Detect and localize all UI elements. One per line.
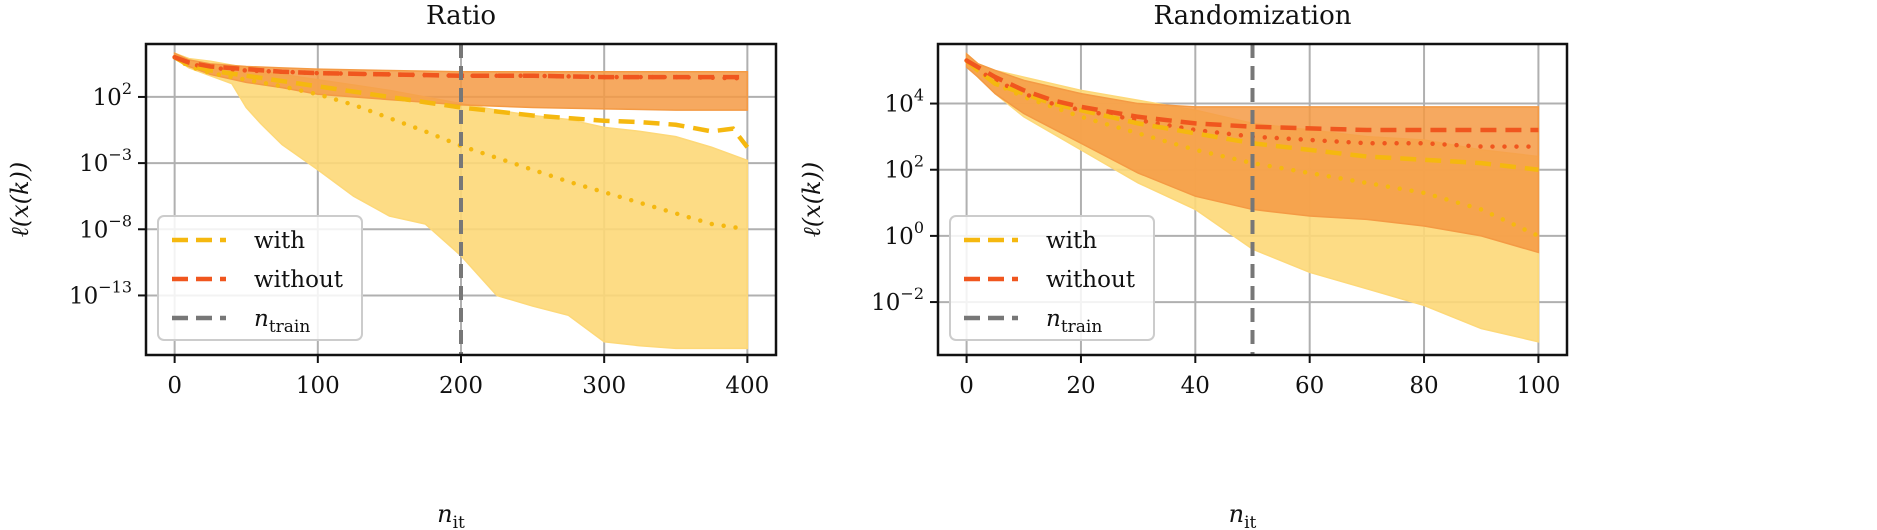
y-tick-base: 10 [93,85,122,111]
legend: with without ntrain [949,215,1155,341]
x-tick-label: 20 [1066,373,1095,399]
chart-0: 0 100 200 300 40010210−310−810−13Rationitℓ(x… [6,1,778,530]
series-line-with-median [172,54,750,232]
y-axis-label: ℓ(x(k)) [798,162,826,238]
x-tick-label: 400 [725,373,769,399]
y-tick-label: 102 [885,152,924,184]
x-axis-label-sub: it [1244,513,1256,530]
legend-label-main: without [254,267,344,293]
y-tick-exponent: 2 [122,79,132,98]
y-tick-base: 10 [885,158,914,184]
series-line-without [173,55,748,80]
chart-title: Ratio [426,1,496,31]
x-axis-label-sub: it [453,513,465,530]
plot-area [964,52,1541,343]
y-tick-base: 10 [69,283,98,309]
y-tick-label: 100 [885,218,924,250]
x-tick-label: 0 [167,373,182,399]
x-tick-label: 300 [582,373,626,399]
x-axis-label: nit [1229,500,1257,530]
y-tick-label: 10−8 [79,211,132,243]
legend-label-main: n [1046,306,1061,332]
y-tick-exponent: −8 [108,211,132,230]
axes-frame [936,42,1569,357]
x-tick-label: 100 [296,373,340,399]
y-tick-base: 10 [871,290,900,316]
series-band-without [173,52,749,111]
x-tick-label: 100 [1516,373,1560,399]
y-tick-label: 102 [93,79,132,111]
y-tick-base: 10 [79,217,108,243]
y-tick-exponent: −2 [900,284,924,303]
y-tick-base: 10 [885,224,914,250]
legend-box [157,215,363,341]
legend-label-with: with [254,228,305,254]
series-band-without [965,52,1540,254]
y-tick-exponent: −3 [108,145,132,164]
legend-label-ntrain: ntrain [254,306,310,337]
y-tick-exponent: 0 [914,218,924,237]
y-axis-label: ℓ(x(k)) [6,162,34,238]
y-tick-exponent: 4 [914,86,924,105]
y-tick-label: 104 [885,86,924,118]
y-tick-base: 10 [885,92,914,118]
series-line-with [965,58,1539,172]
x-tick-label: 40 [1181,373,1210,399]
chart-title: Randomization [1153,1,1351,31]
legend-label-main: without [1046,267,1136,293]
y-tick-label: 10−2 [871,284,924,316]
x-tick-label: 80 [1409,373,1438,399]
x-axis-label-main: n [437,500,452,528]
legend-box [949,215,1155,341]
y-tick-exponent: 2 [914,152,924,171]
legend-label-ntrain: ntrain [1046,306,1102,337]
chart-1: 0 20 40 60 80 10010410210010−2Randomizationni… [798,1,1569,530]
legend-label-sub: train [1061,317,1103,337]
x-axis-label-main: n [1229,500,1244,528]
legend-label-main: with [254,228,305,254]
series-line-with [173,55,750,149]
series-line-with-median [964,58,1541,239]
x-tick-label: 0 [959,373,974,399]
legend-label-main: with [1046,228,1097,254]
series-line-without [965,58,1539,133]
legend-label-without: without [254,267,344,293]
legend-label-without: without [1046,267,1136,293]
y-tick-base: 10 [79,151,108,177]
legend-label-sub: train [269,317,311,337]
legend: with without ntrain [157,215,363,341]
y-tick-label: 10−13 [69,277,132,309]
x-tick-label: 200 [439,373,483,399]
legend-label-main: n [254,306,269,332]
legend-label-with: with [1046,228,1097,254]
y-tick-label: 10−3 [79,145,132,177]
y-tick-exponent: −13 [98,277,132,296]
x-axis-label: nit [437,500,465,530]
x-tick-label: 60 [1295,373,1324,399]
